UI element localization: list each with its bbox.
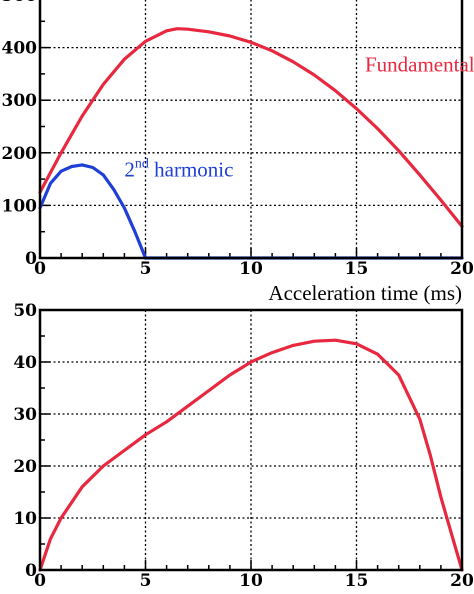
series-line-2nd-harmonic [38, 163, 148, 260]
x-tick-label: 5 [140, 571, 152, 591]
annotation-2nd-harmonic: 2nd harmonic [124, 156, 233, 181]
y-tick-label: 400 [2, 39, 38, 59]
plot-frame [38, 0, 464, 260]
y-tick-label: 40 [13, 353, 37, 373]
y-tick-label: 0 [25, 561, 37, 581]
series-line-fundamental [38, 27, 464, 228]
y-tick-label: 200 [2, 144, 38, 164]
x-tick-label: 0 [34, 259, 46, 279]
x-tick-label: 5 [140, 259, 152, 279]
y-tick-label: 20 [13, 457, 37, 477]
y-tick-label: 100 [2, 196, 38, 216]
y-tick-label: 500 [2, 0, 38, 6]
y-tick-label: 300 [2, 91, 38, 111]
chart-top: 051015200100200300400500Acceleration tim… [2, 0, 474, 305]
x-tick-label: 15 [345, 571, 369, 591]
chart-bottom: 0 5 10 15 20 0 10 20 30 40 50 [13, 301, 474, 591]
series-line-chart2-0 [38, 338, 464, 572]
y-tick-label: 0 [25, 249, 37, 269]
y-tick-label: 50 [13, 301, 37, 321]
y-tick-label: 30 [13, 405, 37, 425]
x-tick-label: 0 [34, 571, 46, 591]
x-tick-label: 10 [239, 571, 263, 591]
x-tick-label: 15 [345, 259, 369, 279]
plot-frame [38, 308, 464, 572]
y-tick-label: 10 [13, 509, 37, 529]
annotation-fundamental: Fundamental [365, 52, 474, 76]
x-tick-label: 10 [239, 259, 263, 279]
x-axis-label: Acceleration time (ms) [268, 281, 462, 305]
x-tick-label: 20 [450, 259, 474, 279]
x-tick-label: 20 [450, 571, 474, 591]
